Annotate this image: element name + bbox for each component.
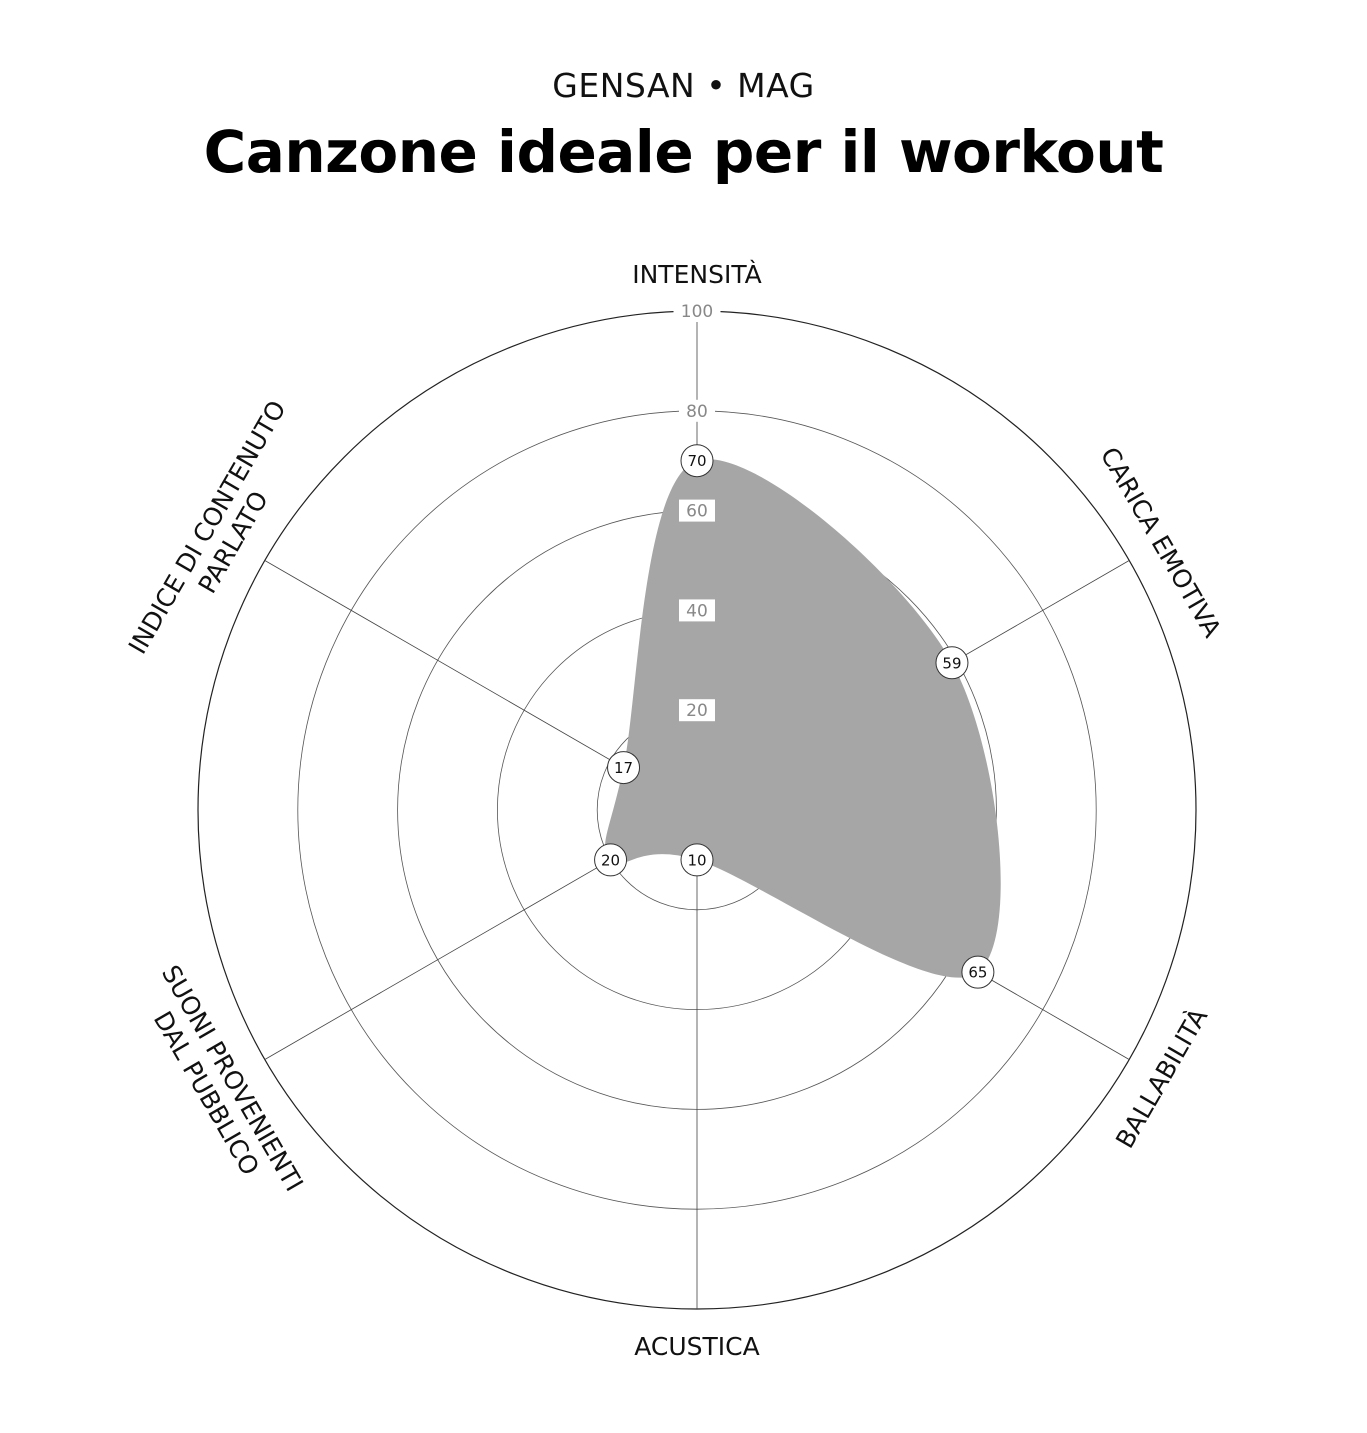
data-area xyxy=(605,459,1001,978)
tick-label-bg xyxy=(673,300,721,322)
data-label: 65 xyxy=(968,964,987,982)
axis-label-group: CARICA EMOTIVA xyxy=(1095,442,1227,642)
data-points: 59 65 10 20 17 70 xyxy=(594,444,995,989)
tick-label: 20 xyxy=(686,701,708,721)
data-point xyxy=(680,444,714,478)
tick-label: 60 xyxy=(686,502,708,522)
data-point xyxy=(680,843,714,877)
data-label: 20 xyxy=(601,851,620,869)
brand-label: GENSAN • MAG xyxy=(552,66,815,105)
tick-label: 40 xyxy=(686,601,708,621)
data-label: 59 xyxy=(942,654,961,672)
axis-label: BALLABILITÀ xyxy=(1110,1003,1213,1153)
chart-title: Canzone ideale per il workout xyxy=(203,118,1164,186)
data-label: 70 xyxy=(687,452,706,470)
data-area-layer xyxy=(605,459,1001,978)
data-point xyxy=(594,843,628,877)
tick-labels: 20 40 60 80 100 xyxy=(673,300,721,722)
axis-label-group: BALLABILITÀ xyxy=(1110,1003,1213,1153)
data-point xyxy=(935,646,969,680)
data-label: 10 xyxy=(687,851,706,869)
tick-label-bg xyxy=(679,399,715,422)
tick-label-bg xyxy=(679,499,715,522)
tick-label: 80 xyxy=(686,402,708,422)
axis-label-group: INTENSITÀ xyxy=(632,260,762,289)
axis-label: INTENSITÀ xyxy=(632,260,762,289)
axis-label: INDICE DI CONTENUTO xyxy=(123,396,292,659)
axis-label: ACUSTICA xyxy=(634,1332,760,1361)
axis-label-group: ACUSTICA xyxy=(634,1332,760,1361)
data-label: 17 xyxy=(614,759,633,777)
data-point xyxy=(607,751,641,785)
data-point xyxy=(961,955,995,989)
tick-label-bg xyxy=(679,699,715,722)
tick-label-bg xyxy=(679,599,715,622)
axis-label: CARICA EMOTIVA xyxy=(1095,442,1227,642)
tick-label: 100 xyxy=(681,302,713,322)
